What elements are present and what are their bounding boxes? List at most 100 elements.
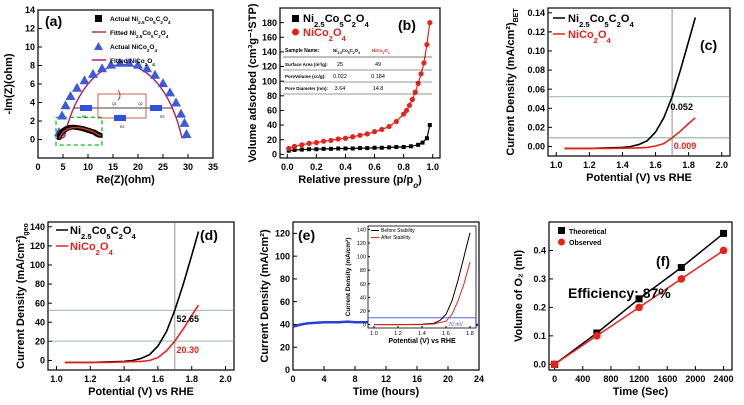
y-tick-label: 120 [275, 229, 290, 239]
y-tick-label: 0.14 [527, 8, 545, 18]
y-tick-label: 0.04 [527, 103, 545, 113]
inset-annotation: 70 mV [448, 322, 463, 328]
circuit-label: Q1 [112, 102, 117, 106]
triangle-marker [179, 117, 190, 127]
resistor-r1 [80, 105, 92, 111]
inset-y-tick-label: 20 [360, 309, 366, 315]
triangle-marker [106, 59, 116, 69]
circuit-label: Q2 [138, 102, 143, 106]
legend-label: Theoretical [569, 229, 606, 236]
label-part: 2.5 [314, 20, 325, 29]
label-part: 2 [329, 34, 333, 43]
label-part: C [344, 13, 352, 25]
inset-x-tick-label: 1.6 [442, 331, 450, 337]
y-tick-label: 100 [262, 76, 277, 86]
x-tick-label: 35 [208, 162, 218, 172]
inset-y-tick-label: 100 [357, 255, 366, 261]
series-line-nico2o4 [64, 304, 200, 364]
panel-label: (e) [298, 227, 315, 243]
x-axis-label-sub: o [413, 181, 418, 190]
label-part: Fitted NiCo [110, 58, 145, 65]
circle-marker [364, 131, 370, 137]
label-part: 4 [152, 62, 155, 67]
table-header: Sample Name: [285, 48, 320, 54]
inset-y-tick-label: 60 [360, 282, 366, 288]
table-cell: PoreVolume (cc/g): [285, 74, 326, 79]
label-part: 2 [147, 48, 150, 53]
label-part: C [111, 225, 119, 237]
table-cell: 0.184 [371, 74, 385, 80]
plot-frame [547, 7, 731, 157]
circle-marker [286, 145, 292, 152]
y-tick-label: 0.08 [527, 65, 545, 75]
legend-marker [292, 28, 299, 36]
legend-label: NiCo2O4 [303, 27, 347, 43]
label-part: 2 [617, 20, 621, 29]
y-tick-label: 140 [30, 222, 45, 232]
zoom-box [55, 116, 103, 146]
circle-marker [328, 137, 334, 144]
triangle-marker [165, 87, 175, 97]
x-tick-label: 1600 [657, 374, 677, 384]
x-tick-label: 1.0 [426, 162, 439, 172]
triangle-marker [72, 82, 82, 92]
label-part: 2.5 [338, 51, 343, 55]
square-marker [358, 146, 362, 151]
inset-x-tick-label: 1.8 [466, 331, 474, 337]
table-cell: 3.64 [335, 86, 346, 92]
square-marker [372, 145, 377, 150]
y-tick-label: 100 [30, 260, 45, 270]
plot-frame [47, 221, 235, 371]
x-tick-label: 0 [290, 374, 295, 384]
y-axis-label: -Im(Z)(ohm) [3, 53, 15, 114]
label-part: 2.5 [136, 34, 143, 39]
inset-x-tick-label: 1.2 [394, 331, 402, 337]
y-tick-label: 40 [280, 320, 290, 330]
annotation-value: 0.009 [674, 141, 697, 151]
x-tick-label: 1.8 [185, 374, 198, 384]
label-part: 4 [342, 34, 347, 43]
x-tick-label: 1.6 [152, 374, 165, 384]
square-marker [394, 145, 399, 150]
x-tick-label: 1.4 [616, 160, 629, 170]
label-part: 2 [352, 20, 356, 29]
label-part: 2.5 [81, 232, 92, 241]
label-part: O [384, 48, 388, 53]
circle-marker [403, 107, 410, 114]
circle-marker [418, 71, 424, 77]
inset-x-tick-label: 1.4 [418, 331, 426, 337]
y-tick-label: 80 [280, 274, 290, 284]
triangle-marker [115, 57, 125, 67]
x-tick-label: 8 [352, 374, 357, 384]
label-part: Fitted Ni [110, 30, 136, 37]
cpe-q1 [117, 89, 121, 101]
x-tick-label: 0.2 [310, 162, 323, 172]
y-tick-label: 0.3 [533, 274, 546, 284]
inset-x-tick-label: 1.0 [370, 331, 378, 337]
square-marker [379, 145, 384, 150]
x-tick-label: 12 [381, 374, 391, 384]
panel-e: 0 4 8 12 16 20 24 0 20 40 60 80 100 120 Time (hours) Cu… [259, 221, 484, 398]
label-part: O [161, 30, 166, 37]
square-marker [635, 295, 643, 303]
triangle-marker [150, 69, 160, 79]
x-tick-label: 1.6 [649, 160, 662, 170]
square-marker [328, 146, 333, 151]
x-tick-label: 2000 [685, 374, 705, 384]
circle-marker [409, 96, 415, 103]
label-part: O [163, 16, 168, 23]
inset-y-tick-label: 40 [360, 295, 366, 301]
square-marker [343, 146, 348, 151]
y-axis-label: Volume adsorbed (cm³g⁻¹STP) [247, 3, 259, 162]
y-tick-label: 0.2 [533, 303, 546, 313]
annotation-value: 0.052 [670, 102, 693, 112]
x-tick-label: 1.0 [50, 374, 63, 384]
table-cell: Surface Area (m²/g): [285, 62, 328, 67]
plot-frame [279, 7, 441, 159]
label-part: O [149, 44, 154, 51]
label-part: O [100, 241, 109, 253]
label-part: Co [342, 48, 348, 53]
circle-marker [635, 303, 643, 312]
